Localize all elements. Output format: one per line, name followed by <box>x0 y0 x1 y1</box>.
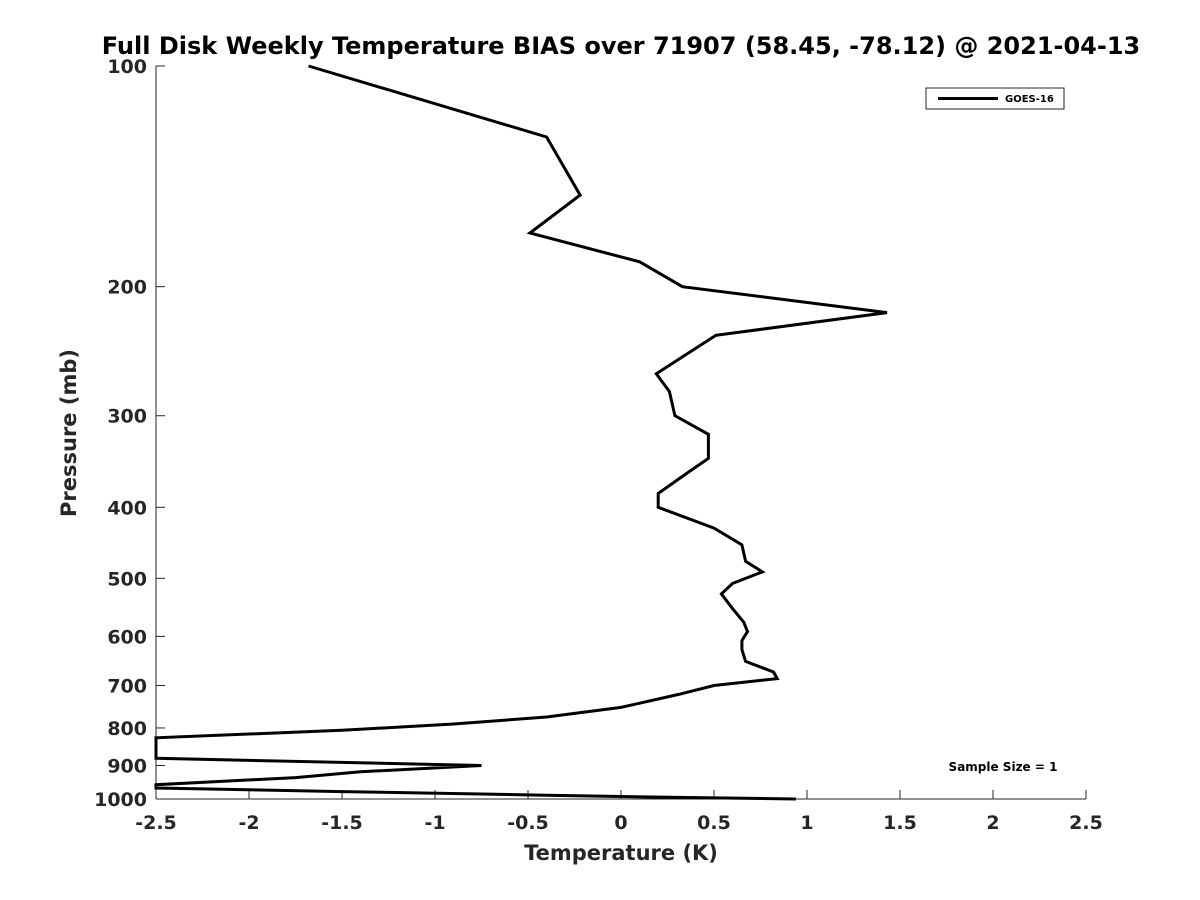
x-tick-label: 2.5 <box>1069 812 1103 834</box>
x-tick-label: 2 <box>986 812 999 834</box>
y-tick-label: 400 <box>107 497 147 519</box>
x-tick-label: -2 <box>238 812 259 834</box>
series-line-goes-16 <box>154 64 888 801</box>
x-tick-label: 1.5 <box>883 812 917 834</box>
y-ticks: 100 200 300 400 500 600 700 800 900 1000 <box>94 56 165 811</box>
y-tick-label: 500 <box>107 568 147 590</box>
x-tick-label: 0.5 <box>697 812 731 834</box>
y-tick-label: 700 <box>107 675 147 697</box>
x-tick-label: -1 <box>424 812 445 834</box>
y-tick-label: 1000 <box>94 789 147 811</box>
y-tick-label: 100 <box>107 56 147 78</box>
legend: GOES-16 <box>925 87 1065 110</box>
x-tick-label: -2.5 <box>135 812 177 834</box>
y-tick-label: 600 <box>107 626 147 648</box>
y-tick-label: 800 <box>107 718 147 740</box>
y-tick-label: 900 <box>107 755 147 777</box>
y-tick-label: 200 <box>107 277 147 299</box>
y-axis-label: Pressure (mb) <box>57 349 81 517</box>
y-tick-label: 300 <box>107 406 147 428</box>
x-axis-label: Temperature (K) <box>524 841 718 865</box>
x-tick-label: -0.5 <box>507 812 549 834</box>
x-ticks: -2.5 -2 -1.5 -1 -0.5 0 0.5 1 1.5 2 2.5 <box>135 790 1103 834</box>
x-tick-label: -1.5 <box>321 812 363 834</box>
x-tick-label: 0 <box>614 812 627 834</box>
plot-area: -2.5 -2 -1.5 -1 -0.5 0 0.5 1 1.5 2 2.5 100 200 300 40… <box>94 56 1103 834</box>
x-tick-label: 1 <box>800 812 813 834</box>
sample-size-annotation: Sample Size = 1 <box>949 760 1058 774</box>
legend-entry-goes-16: GOES-16 <box>1005 94 1054 105</box>
chart-title: Full Disk Weekly Temperature BIAS over 7… <box>102 32 1141 60</box>
